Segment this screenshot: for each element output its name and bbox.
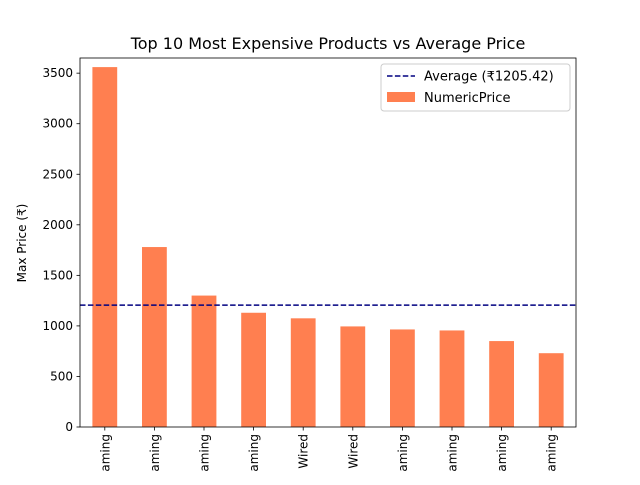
y-tick-label: 1000 — [42, 319, 73, 333]
bar — [538, 353, 564, 427]
y-axis-label: Max Price (₹) — [15, 204, 29, 283]
y-tick-label: 3500 — [42, 66, 73, 80]
y-tick-label: 500 — [50, 369, 73, 383]
bar — [290, 318, 316, 427]
bar — [489, 341, 514, 427]
legend-box — [380, 63, 571, 112]
x-tick-label: aming — [98, 434, 112, 472]
x-tick-label: Wired — [297, 434, 311, 469]
y-tick-label: 2500 — [42, 167, 73, 181]
x-tick-label: aming — [545, 434, 559, 472]
bar — [142, 247, 167, 427]
x-tick-label: aming — [446, 434, 460, 472]
plot-area: 0 500 1000 1500 2000 2500 3000 3500 aming aming am… — [42, 57, 577, 472]
x-tick-label: Wired — [346, 434, 360, 469]
legend-label-series: NumericPrice — [424, 91, 510, 106]
bar — [390, 329, 415, 427]
plot-frame — [79, 57, 577, 428]
legend-swatch-series — [387, 92, 415, 102]
bar — [340, 326, 366, 427]
legend: Average (₹1205.42) NumericPrice — [380, 63, 571, 112]
y-tick-label: 1500 — [42, 268, 73, 282]
y-tick-label: 2000 — [42, 218, 73, 232]
y-tick-label: 3000 — [42, 117, 73, 131]
bar — [439, 330, 465, 427]
x-tick-label: aming — [247, 434, 261, 472]
chart-title: Top 10 Most Expensive Products vs Averag… — [130, 34, 526, 53]
bar — [241, 312, 266, 427]
x-tick-label: aming — [396, 434, 410, 472]
x-tick-label: aming — [198, 434, 212, 472]
bar — [92, 67, 118, 427]
bar — [191, 295, 217, 427]
y-tick-label: 0 — [65, 420, 73, 434]
legend-label-average: Average (₹1205.42) — [424, 70, 554, 85]
x-tick-label: aming — [148, 434, 162, 472]
x-tick-label: aming — [495, 434, 509, 472]
